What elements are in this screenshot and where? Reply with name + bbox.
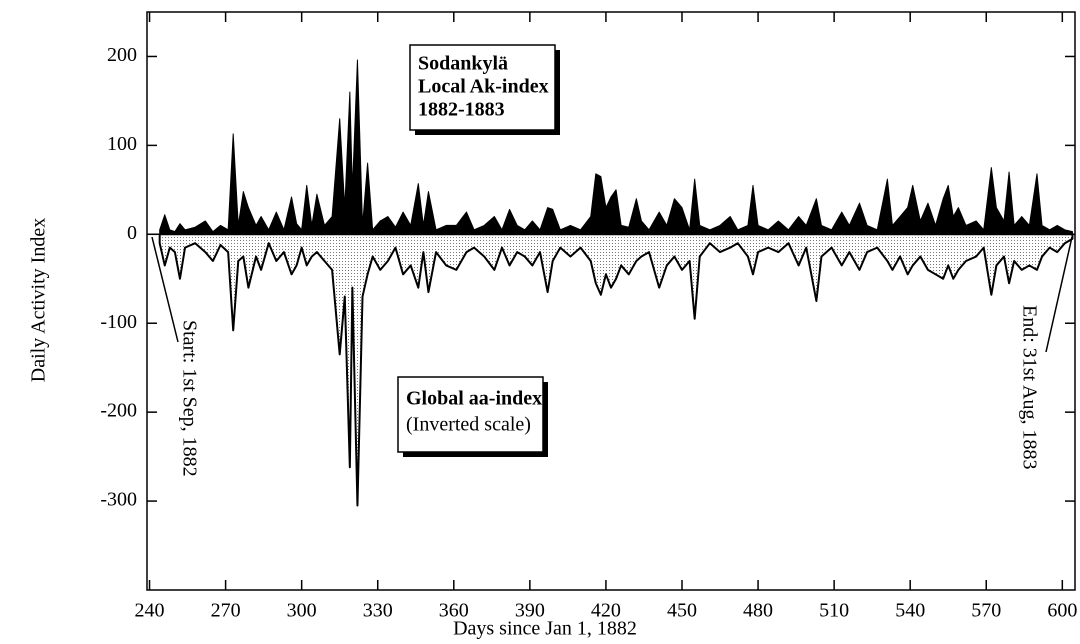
annotation-box [409, 44, 556, 131]
x-tick-label: 480 [743, 600, 773, 622]
plot-frame [146, 11, 1076, 591]
x-axis-label: Days since Jan 1, 1882 [453, 618, 637, 640]
annotation: End: 31st Aug, 1883 [1018, 305, 1040, 469]
x-tick-label: 420 [591, 600, 621, 622]
annotation: Sodankylä [418, 53, 508, 75]
annotation: Start: 1st Sep, 1882 [178, 320, 200, 477]
area [159, 59, 1073, 235]
area [158, 233, 1074, 507]
annotation: Global aa-index [406, 388, 542, 410]
y-tick-label: -300 [100, 489, 137, 511]
y-tick-label: 200 [107, 44, 137, 66]
x-tick-label: 450 [667, 600, 697, 622]
pointer-line [151, 236, 179, 343]
x-tick-label: 600 [1047, 600, 1077, 622]
y-tick-label: 100 [107, 133, 137, 155]
y-tick-label: -200 [100, 400, 137, 422]
x-tick-label: 360 [439, 600, 469, 622]
pointer-line [1045, 236, 1073, 353]
annotation: (Inverted scale) [406, 414, 531, 436]
x-tick-label: 510 [819, 600, 849, 622]
y-axis-label: Daily Activity Index [28, 218, 50, 382]
y-tick-label: -100 [100, 311, 137, 333]
annotation: 1882-1883 [418, 99, 505, 121]
annotation: Local Ak-index [418, 76, 549, 98]
x-tick-label: 270 [211, 600, 241, 622]
x-tick-label: 300 [287, 600, 317, 622]
x-tick-label: 330 [363, 600, 393, 622]
x-tick-label: 570 [971, 600, 1001, 622]
annotation-box [397, 376, 544, 453]
y-tick-label: 0 [127, 222, 137, 244]
x-tick-label: 390 [515, 600, 545, 622]
x-tick-label: 240 [135, 600, 165, 622]
x-tick-label: 540 [895, 600, 925, 622]
